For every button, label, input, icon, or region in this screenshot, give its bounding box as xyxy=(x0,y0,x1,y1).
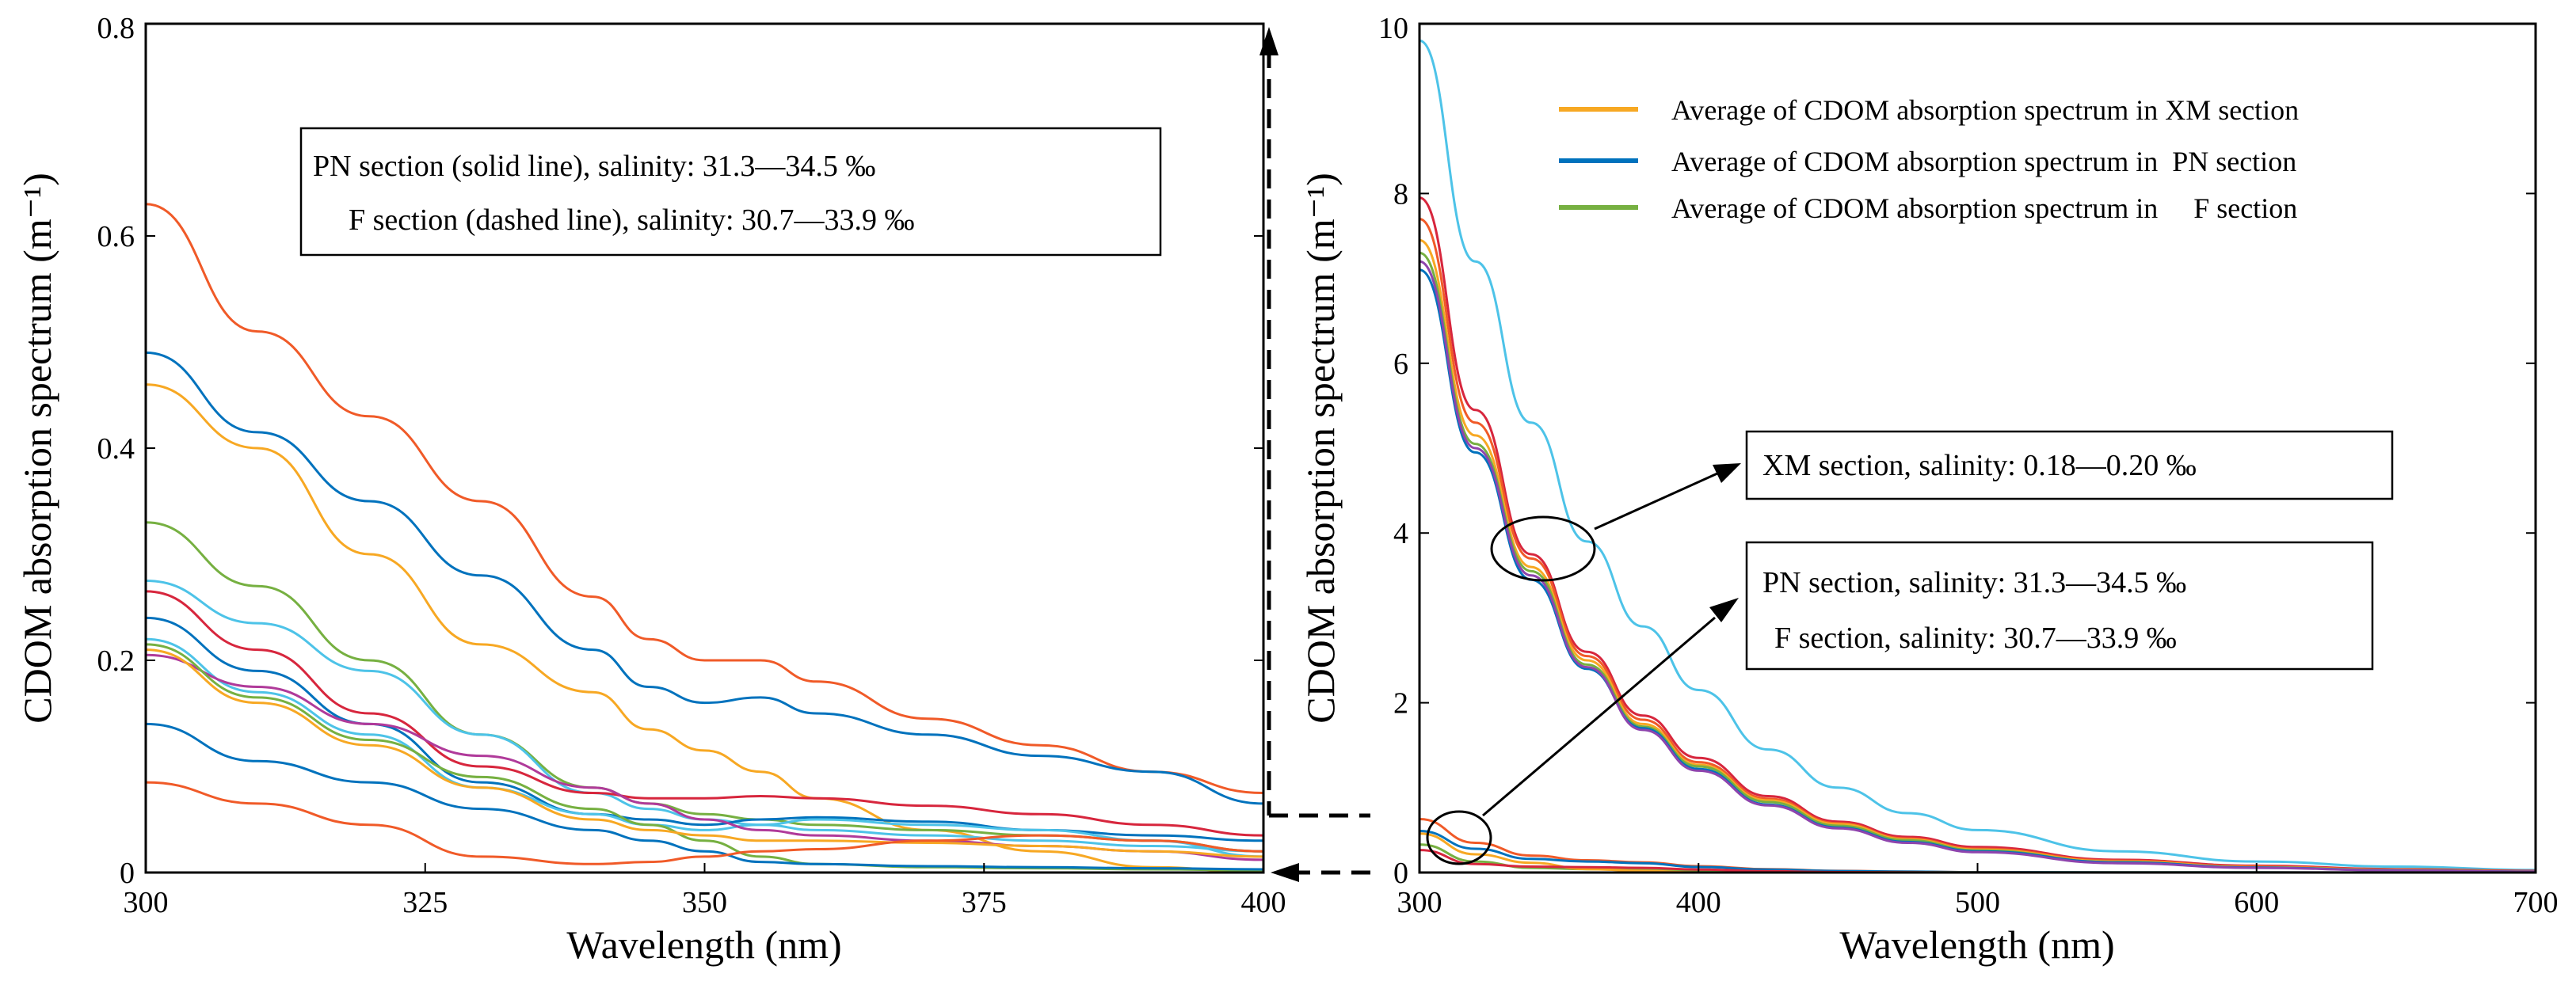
right-x-tick-label: 600 xyxy=(2234,886,2279,919)
right-y-tick-label: 8 xyxy=(1393,177,1408,211)
left-chart: 300 325 350 375 400 0 0.2 0.4 0.6 0.8 PN section … xyxy=(15,12,1286,967)
annotation-arrows xyxy=(1482,463,1741,817)
left-annotation-box: PN section (solid line), salinity: 31.3—… xyxy=(299,127,1162,257)
connector-up-arrowhead xyxy=(1259,27,1278,55)
left-series-line-2 xyxy=(145,351,1264,805)
right-y-tick-label: 4 xyxy=(1393,517,1408,550)
right-ticks: 300 400 500 600 700 0 2 4 6 8 10 xyxy=(1378,12,2559,919)
right-chart: 300 400 500 600 700 0 2 4 6 8 10 Average of CDOM a… xyxy=(1298,12,2559,967)
left-x-tick-label: 325 xyxy=(402,886,448,919)
low-values-highlight-ellipse xyxy=(1426,810,1492,865)
xm-annotation-box: XM section, salinity: 0.18—0.20 ‰ xyxy=(1745,430,2394,500)
xm-arrow-line xyxy=(1594,472,1718,530)
connector-left-arrowhead xyxy=(1271,863,1299,882)
left-series-line-6 xyxy=(145,590,1264,837)
left-series-line-12 xyxy=(145,722,1264,871)
right-y-tick-label: 2 xyxy=(1393,687,1408,721)
xm-highlight-ellipse xyxy=(1490,515,1596,582)
pn-f-arrow-line xyxy=(1482,616,1716,817)
left-y-tick-label: 0 xyxy=(120,857,135,890)
left-series-line-1 xyxy=(145,203,1264,794)
pn-f-arrow-head xyxy=(1709,598,1739,622)
right-x-axis-title: Wavelength (nm) xyxy=(1839,922,2114,967)
left-series-line-3 xyxy=(145,383,1264,874)
left-series-line-5 xyxy=(145,580,1264,853)
pn-f-annotation-box: PN section, salinity: 31.3—34.5 ‰ F sect… xyxy=(1745,541,2374,671)
left-series-line-8 xyxy=(145,637,1264,858)
right-y-tick-label: 6 xyxy=(1393,348,1408,381)
right-x-tick-label: 500 xyxy=(1955,886,2000,919)
right-y-axis-title: CDOM absorption spectrum (m⁻¹) xyxy=(1298,173,1343,723)
left-y-tick-label: 0.6 xyxy=(97,220,135,253)
left-y-tick-label: 0.2 xyxy=(97,644,135,678)
left-lines xyxy=(145,203,1264,874)
left-x-tick-label: 400 xyxy=(1241,886,1286,919)
left-series-line-13 xyxy=(145,781,1264,865)
pn-annotation-text: PN section, salinity: 31.3—34.5 ‰ xyxy=(1762,566,2186,599)
left-y-tick-label: 0.8 xyxy=(97,12,135,45)
left-y-axis-title: CDOM absorption spectrum (m⁻¹) xyxy=(15,173,59,723)
right-y-tick-label: 10 xyxy=(1378,12,1408,45)
left-series-line-11 xyxy=(145,648,1264,858)
left-annotation-line-1: PN section (solid line), salinity: 31.3—… xyxy=(313,150,875,183)
left-x-axis-title: Wavelength (nm) xyxy=(566,922,841,967)
legend-label-f: Average of CDOM absorption spectrum in F… xyxy=(1671,192,2297,224)
right-legend: Average of CDOM absorption spectrum in X… xyxy=(1559,94,2299,224)
zoom-connector xyxy=(1267,49,1370,875)
xm-arrow-head xyxy=(1713,463,1741,483)
right-x-tick-label: 400 xyxy=(1676,886,1721,919)
right-x-tick-label: 700 xyxy=(2513,886,2559,919)
legend-label-xm: Average of CDOM absorption spectrum in X… xyxy=(1671,94,2299,126)
left-x-tick-label: 350 xyxy=(682,886,727,919)
right-y-tick-label: 0 xyxy=(1393,857,1408,890)
left-ticks: 300 325 350 375 400 0 0.2 0.4 0.6 0.8 xyxy=(97,12,1286,919)
legend-label-pn: Average of CDOM absorption spectrum in P… xyxy=(1671,146,2296,177)
left-y-tick-label: 0.4 xyxy=(97,432,135,466)
left-x-tick-label: 300 xyxy=(124,886,169,919)
left-x-tick-label: 375 xyxy=(962,886,1007,919)
left-annotation-line-2: F section (dashed line), salinity: 30.7—… xyxy=(349,203,915,237)
right-series-line-1 xyxy=(1419,39,2536,872)
f-annotation-text: F section, salinity: 30.7—33.9 ‰ xyxy=(1774,622,2177,655)
right-series-line-7 xyxy=(1419,260,2536,873)
xm-annotation-text: XM section, salinity: 0.18—0.20 ‰ xyxy=(1762,449,2197,482)
right-x-tick-label: 300 xyxy=(1397,886,1442,919)
